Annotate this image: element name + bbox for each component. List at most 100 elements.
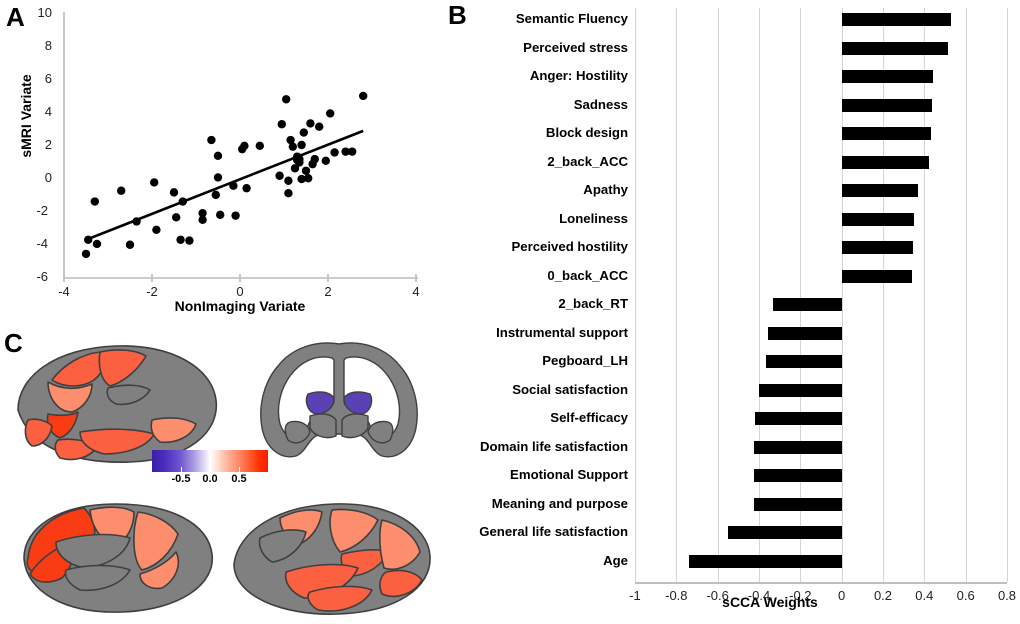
panel-b-x-tick: 0.4 <box>915 588 934 603</box>
brain-coronal-slice <box>260 342 418 458</box>
bar <box>841 269 912 283</box>
bar <box>841 127 931 140</box>
scatter-point <box>310 154 319 164</box>
scatter-point <box>255 141 264 151</box>
scatter-point <box>150 178 159 187</box>
bar-category-label: 0_back_ACC <box>547 267 628 283</box>
bar-category-label: 2_back_RT <box>558 296 628 311</box>
bar <box>772 298 842 311</box>
bar-category-label: Apathy <box>583 182 628 197</box>
scatter-point <box>198 215 207 225</box>
bar-category-label: Block design <box>545 125 628 140</box>
bar-category-label: Instrumental support <box>496 324 628 340</box>
scatter-point <box>297 140 306 150</box>
panel-a-xtick-4: 4 <box>412 284 420 299</box>
scatter-point <box>297 174 306 184</box>
gridline <box>841 8 843 582</box>
panel-a-data-points <box>81 91 368 259</box>
bar-category-label: Loneliness <box>559 210 628 226</box>
gridline <box>635 8 636 582</box>
scatter-point <box>211 190 220 200</box>
bar <box>727 526 842 539</box>
gridline <box>717 8 719 582</box>
panel-b-x-tick: 0 <box>838 588 846 603</box>
scatter-point <box>169 188 179 197</box>
bar <box>841 241 914 254</box>
scatter-point <box>81 249 91 259</box>
scatter-point <box>290 164 300 173</box>
scatter-point <box>315 122 324 131</box>
panel-a-ytick-10: 10 <box>37 5 52 20</box>
scatter-point <box>213 151 223 161</box>
scatter-point <box>306 119 315 128</box>
panel-b-x-tick: -0.8 <box>665 588 688 603</box>
panel-b-letter: B <box>448 0 467 30</box>
panel-a-x-axis-title: NonImaging Variate <box>174 298 306 314</box>
scatter-point <box>286 135 295 145</box>
bar-category-label: Sadness <box>573 96 628 112</box>
panel-a-ytick-6: 6 <box>44 71 52 86</box>
scatter-point <box>152 225 161 234</box>
panel-a-ytick-neg6: -6 <box>36 269 48 284</box>
panel-a-xtick-neg2: -2 <box>146 284 158 299</box>
bar-category-label: Anger: Hostility <box>529 68 628 83</box>
bar-category-label: Semantic Fluency <box>515 11 628 26</box>
brain-left-lateral-surface <box>17 345 218 463</box>
scatter-point <box>304 174 313 183</box>
bar <box>754 412 842 425</box>
gridline <box>965 8 967 582</box>
panel-a-scatter: A sMRI Variate NonImaging Variate 10 8 6… <box>0 0 440 320</box>
colorbar-gradient <box>152 450 268 472</box>
bar-category-label: Emotional Support <box>510 467 628 482</box>
panel-a-regression-line <box>87 129 364 241</box>
colorbar: -0.5 0.0 0.5 <box>152 450 268 485</box>
bar <box>753 440 842 454</box>
gridline <box>800 8 802 582</box>
panel-b-x-tick: 0.8 <box>997 588 1017 603</box>
colorbar-tick-05: 0.5 <box>231 473 247 485</box>
scatter-point <box>90 197 100 206</box>
scatter-point <box>117 186 126 195</box>
panel-a-ytick-2: 2 <box>44 137 52 152</box>
scatter-point <box>229 181 238 190</box>
scatter-point <box>282 95 291 104</box>
bar-category-label: Perceived stress <box>523 39 628 55</box>
scatter-point <box>277 120 286 129</box>
panel-a-xtick-neg4: -4 <box>58 284 70 299</box>
scatter-point <box>185 236 194 245</box>
scatter-point <box>207 135 216 145</box>
bar <box>767 326 842 340</box>
bar-category-label: Self-efficacy <box>550 410 628 425</box>
panel-b-x-tick: -0.6 <box>706 588 729 603</box>
bar <box>841 212 915 226</box>
panel-a-plot-area <box>63 12 418 282</box>
panel-b-x-axis-line <box>635 582 1007 584</box>
scatter-point <box>284 189 293 198</box>
scatter-point <box>132 217 141 226</box>
bar <box>841 41 948 55</box>
scatter-point <box>330 148 339 157</box>
gridline <box>883 8 884 582</box>
bar <box>765 355 842 368</box>
panel-b-bar-chart: B Semantic Fluency Perceived stress Anger:… <box>440 0 1020 624</box>
scatter-point <box>301 166 311 175</box>
scatter-point <box>275 171 284 180</box>
scatter-point <box>348 147 357 156</box>
scatter-point <box>321 156 330 165</box>
panel-a-ytick-0: 0 <box>44 170 52 185</box>
scatter-point <box>216 210 225 220</box>
scatter-point <box>341 147 350 156</box>
panel-b-x-tick: -0.2 <box>789 588 812 603</box>
scatter-point <box>240 141 249 151</box>
panel-a-ytick-4: 4 <box>44 104 52 119</box>
bar <box>758 383 842 397</box>
scatter-point <box>198 208 207 218</box>
colorbar-tick-neg05: -0.5 <box>171 473 191 485</box>
bar <box>841 155 930 169</box>
bar <box>753 497 842 511</box>
panel-c-brain-maps: C <box>0 318 440 624</box>
bar <box>753 469 842 482</box>
gridline <box>759 8 760 582</box>
panel-a-letter: A <box>6 2 25 32</box>
